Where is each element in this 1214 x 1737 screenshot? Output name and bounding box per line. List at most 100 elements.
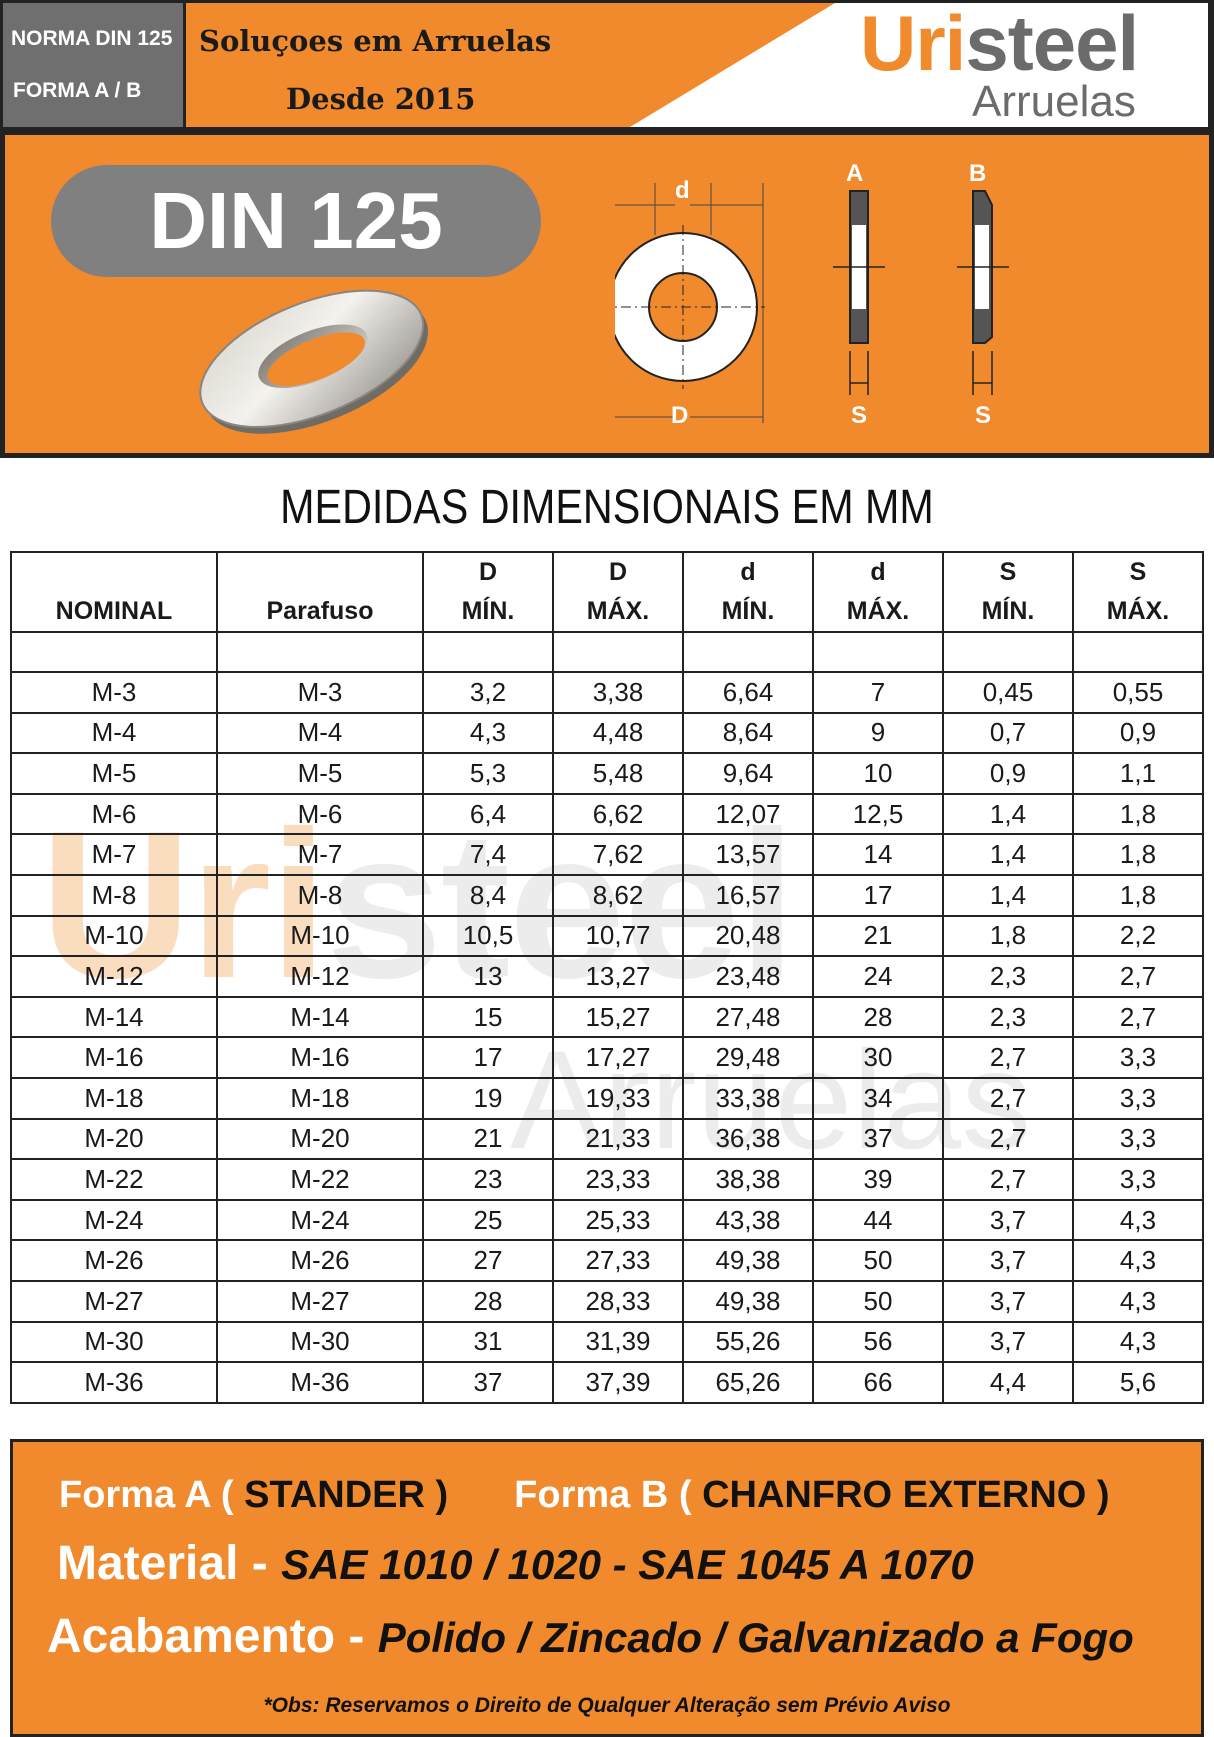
col-header-top: D [422,551,554,592]
table-cell: M-22 [10,1158,218,1201]
table-cell: 28,33 [552,1279,684,1323]
table-cell: 3,38 [552,671,684,714]
table-cell: M-18 [10,1076,218,1120]
table-cell: 3,7 [942,1320,1074,1364]
table-cell: 7,62 [552,833,684,876]
table-cell: 1,8 [1072,792,1204,836]
logo-subtitle: Arruelas [972,77,1136,126]
table-row: M-24 M-24 25 25,33 43,38 44 3,7 4,3 [10,1198,1204,1242]
table-cell: 33,38 [682,1076,814,1120]
table-cell: 37 [422,1361,554,1404]
table-cell: M-30 [216,1320,424,1364]
header-row-top: D D d d S S [10,551,1204,592]
table-cell: M-26 [216,1239,424,1282]
table-cell: 1,8 [1072,873,1204,917]
table-cell: M-14 [216,995,424,1039]
table-cell: M-4 [216,711,424,755]
table-row: M-20 M-20 21 21,33 36,38 37 2,7 3,3 [10,1117,1204,1161]
table-cell: 23 [422,1158,554,1201]
table-cell: 3,7 [942,1279,1074,1323]
table-cell: 2,7 [1072,955,1204,998]
empty-cell [1072,631,1204,673]
table-cell: M-4 [10,711,218,755]
table-cell: 2,7 [942,1117,1074,1161]
table-cell: 0,9 [942,752,1074,795]
table-cell: 6,64 [682,671,814,714]
table-row: M-3 M-3 3,2 3,38 6,64 7 0,45 0,55 [10,671,1204,714]
table-cell: 28 [422,1279,554,1323]
table-cell: 24 [812,955,944,998]
table-cell: 17 [812,873,944,917]
din-title-pill: DIN 125 [51,165,541,277]
table-cell: 39 [812,1158,944,1201]
table-cell: 16,57 [682,873,814,917]
table-row: M-16 M-16 17 17,27 29,48 30 2,7 3,3 [10,1036,1204,1079]
table-cell: M-22 [216,1158,424,1201]
col-header-top: S [1072,551,1204,592]
norma-label: NORMA DIN 125 [11,27,173,50]
table-cell: M-12 [10,955,218,998]
forma-line: Forma A ( STANDER ) Forma B ( CHANFRO EXT… [59,1476,1110,1514]
table-cell: 14 [812,833,944,876]
table-row: M-6 M-6 6,4 6,62 12,07 12,5 1,4 1,8 [10,792,1204,836]
side-view-a: A S [833,160,885,429]
header-border [1208,0,1214,130]
table-cell: 28 [812,995,944,1039]
slogan-line-2: Desde 2015 [286,82,476,116]
logo-accent-text: Uri [860,0,966,87]
disclaimer-note: *Obs: Reservamos o Direito de Qualquer A… [263,1694,951,1717]
table-cell: 8,62 [552,873,684,917]
table-cell: M-5 [216,752,424,795]
table-cell: 34 [812,1076,944,1120]
table-cell: 9 [812,711,944,755]
table-cell: 4,3 [1072,1198,1204,1242]
table-cell: 2,7 [942,1036,1074,1079]
label-D: D [671,402,688,429]
table-cell: 3,7 [942,1198,1074,1242]
table-cell: 2,7 [942,1158,1074,1201]
table-cell: 2,3 [942,955,1074,998]
table-cell: 21,33 [552,1117,684,1161]
specs-footer: Forma A ( STANDER ) Forma B ( CHANFRO EXT… [10,1439,1204,1737]
col-header-top: S [942,551,1074,592]
table-row: M-14 M-14 15 15,27 27,48 28 2,3 2,7 [10,995,1204,1039]
table-cell: 36,38 [682,1117,814,1161]
table-cell: 23,48 [682,955,814,998]
table-row: M-8 M-8 8,4 8,62 16,57 17 1,4 1,8 [10,873,1204,917]
table-cell: 12,5 [812,792,944,836]
table-cell: 3,3 [1072,1076,1204,1120]
empty-cell [812,631,944,673]
product-banner: DIN 125 [0,130,1214,458]
table-cell: 31 [422,1320,554,1364]
table-cell: 15,27 [552,995,684,1039]
table-cell: 29,48 [682,1036,814,1079]
table-cell: M-18 [216,1076,424,1120]
table-row: M-30 M-30 31 31,39 55,26 56 3,7 4,3 [10,1320,1204,1364]
label-d: d [675,177,690,204]
table-cell: M-16 [216,1036,424,1079]
acabamento-label: Acabamento - [47,1610,365,1663]
table-row: M-5 M-5 5,3 5,48 9,64 10 0,9 1,1 [10,752,1204,795]
table-cell: M-26 [10,1239,218,1282]
table-cell: 1,8 [1072,833,1204,876]
table-cell: 3,3 [1072,1158,1204,1201]
table-row: M-36 M-36 37 37,39 65,26 66 4,4 5,6 [10,1361,1204,1404]
table-row: M-27 M-27 28 28,33 49,38 50 3,7 4,3 [10,1279,1204,1323]
col-header-nominal: NOMINAL [10,592,218,633]
acabamento-value: Polido / Zincado / Galvanizado a Fogo [377,1614,1134,1661]
table-cell: M-20 [10,1117,218,1161]
table-cell: M-12 [216,955,424,998]
table-cell: M-30 [10,1320,218,1364]
dimensions-table: D D d d S S NOMINAL Parafuso MÍN. MÁX. M… [10,551,1204,1404]
table-cell: 10,5 [422,914,554,958]
table-cell: M-8 [216,873,424,917]
table-cell: 7 [812,671,944,714]
table-cell: 19,33 [552,1076,684,1120]
table-cell: 49,38 [682,1279,814,1323]
table-cell: 9,64 [682,752,814,795]
table-cell: 0,45 [942,671,1074,714]
table-cell: M-5 [10,752,218,795]
table-cell: 4,3 [1072,1320,1204,1364]
table-row: M-22 M-22 23 23,33 38,38 39 2,7 3,3 [10,1158,1204,1201]
empty-cell [942,631,1074,673]
